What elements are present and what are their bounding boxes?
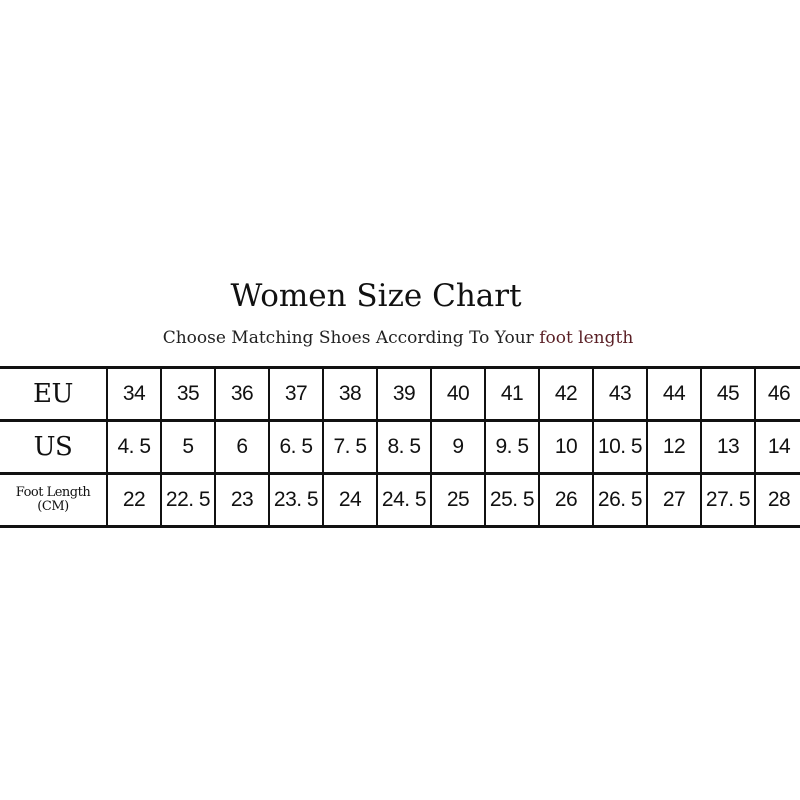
table-cell: 25 — [430, 472, 485, 528]
page-title: Women Size Chart — [230, 278, 522, 314]
table-cell: 45 — [700, 366, 755, 422]
table-cell: 13 — [700, 419, 755, 475]
table-cell: 4. 5 — [106, 419, 161, 475]
table-cell: 14 — [754, 419, 800, 475]
table-cell: 6 — [214, 419, 269, 475]
table-row: EU 34 35 36 37 38 39 40 41 42 43 44 45 46 — [0, 366, 800, 422]
table-cell: 44 — [646, 366, 701, 422]
row-label: Foot Length — [15, 485, 91, 500]
row-header: Foot Length (CM) — [0, 472, 107, 528]
table-cell: 43 — [592, 366, 647, 422]
table-cell: 27. 5 — [700, 472, 755, 528]
table-cell: 9 — [430, 419, 485, 475]
table-cell: 12 — [646, 419, 701, 475]
table-cell: 46 — [754, 366, 800, 422]
table-cell: 42 — [538, 366, 593, 422]
table-cell: 39 — [376, 366, 431, 422]
table-row: Foot Length (CM) 22 22. 5 23 23. 5 24 24. 5 25 25… — [0, 472, 800, 528]
table-cell: 36 — [214, 366, 269, 422]
table-cell: 10. 5 — [592, 419, 647, 475]
table-cell: 9. 5 — [484, 419, 539, 475]
subtitle-text: Choose Matching Shoes According To Your — [162, 328, 540, 348]
table-cell: 5 — [160, 419, 215, 475]
table-cell: 10 — [538, 419, 593, 475]
table-cell: 28 — [754, 472, 800, 528]
row-header: EU — [0, 366, 107, 422]
row-sublabel: (CM) — [37, 499, 69, 514]
table-cell: 23. 5 — [268, 472, 323, 528]
table-cell: 25. 5 — [484, 472, 539, 528]
table-cell: 23 — [214, 472, 269, 528]
table-cell: 8. 5 — [376, 419, 431, 475]
table-cell: 35 — [160, 366, 215, 422]
row-label: US — [33, 432, 73, 462]
table-cell: 6. 5 — [268, 419, 323, 475]
subtitle-highlight: foot length — [539, 328, 634, 348]
table-row: US 4. 5 5 6 6. 5 7. 5 8. 5 9 9. 5 10 10. 5 12 13 14 — [0, 419, 800, 475]
table-cell: 41 — [484, 366, 539, 422]
table-cell: 26. 5 — [592, 472, 647, 528]
table-cell: 24 — [322, 472, 377, 528]
table-cell: 7. 5 — [322, 419, 377, 475]
table-cell: 26 — [538, 472, 593, 528]
table-cell: 22. 5 — [160, 472, 215, 528]
table-cell: 24. 5 — [376, 472, 431, 528]
table-cell: 38 — [322, 366, 377, 422]
row-label: EU — [33, 379, 73, 409]
table-cell: 34 — [106, 366, 161, 422]
table-cell: 22 — [106, 472, 161, 528]
table-cell: 40 — [430, 366, 485, 422]
table-cell: 37 — [268, 366, 323, 422]
size-table: EU 34 35 36 37 38 39 40 41 42 43 44 45 46 US 4. 5 5 6 6. 5… — [0, 366, 800, 528]
row-header: US — [0, 419, 107, 475]
subtitle: Choose Matching Shoes According To Your … — [0, 328, 796, 348]
table-cell: 27 — [646, 472, 701, 528]
